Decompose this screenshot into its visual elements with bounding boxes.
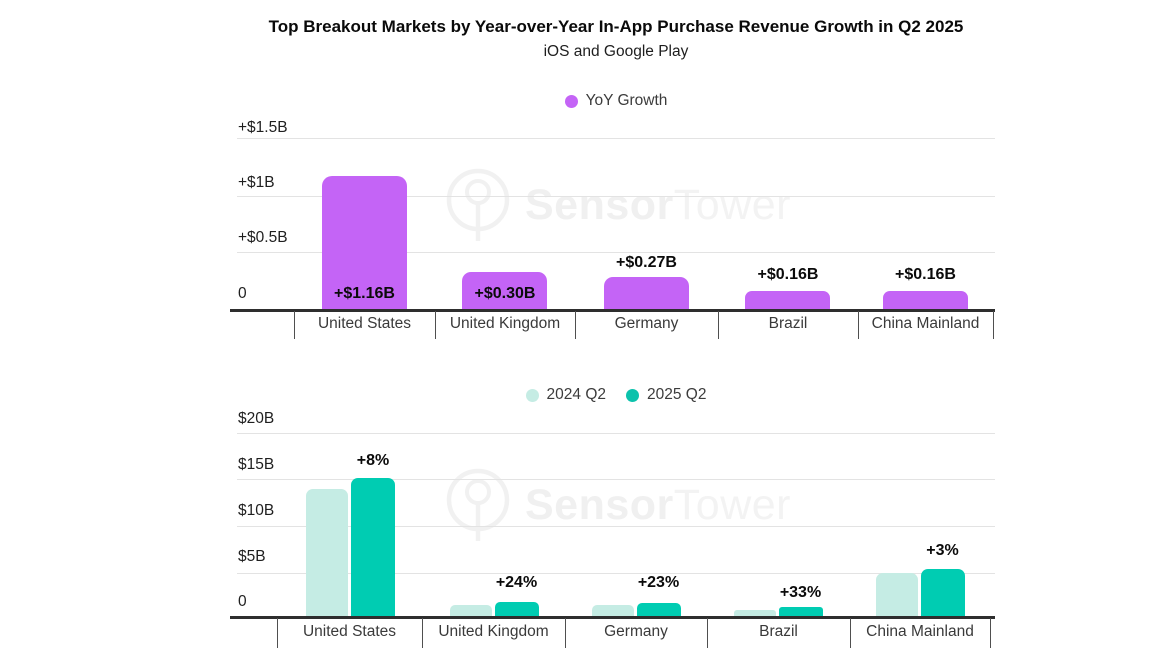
category-label: United States xyxy=(317,315,412,332)
pct-label-brazil: +33% xyxy=(779,584,822,601)
watermark-top: SensorTower xyxy=(443,168,791,241)
category-label: United Kingdom xyxy=(438,623,549,640)
category-label: China Mainland xyxy=(871,315,980,332)
axis-tick xyxy=(575,311,576,339)
chart1-legend: YoY Growth xyxy=(237,92,995,110)
value-label-united-states: +$1.16B xyxy=(334,285,395,302)
axis-tick xyxy=(277,618,278,648)
axis-tick xyxy=(435,311,436,339)
legend-label: 2025 Q2 xyxy=(647,386,707,403)
y-tick-label: +$1B xyxy=(238,174,275,191)
bar-yoy-china-mainland xyxy=(883,291,968,309)
category-label: Brazil xyxy=(768,315,808,332)
bar-2025-brazil xyxy=(779,607,823,616)
y-tick-label: +$0.5B xyxy=(238,229,288,246)
bar-2025-china-mainland xyxy=(921,569,965,616)
legend-dot-icon xyxy=(626,388,639,402)
axis-tick xyxy=(990,618,991,648)
pct-label-united-kingdom: +24% xyxy=(495,574,538,591)
bar-yoy-brazil xyxy=(745,291,830,309)
y-tick-label: $10B xyxy=(238,502,275,519)
category-label: United Kingdom xyxy=(449,315,561,332)
y-tick-label: $15B xyxy=(238,456,275,473)
bar-2024-brazil xyxy=(734,610,776,616)
legend-item-2024-q2: 2024 Q2 xyxy=(525,386,606,404)
watermark-brand-light: Tower xyxy=(673,180,791,229)
value-label-germany: +$0.27B xyxy=(616,254,677,271)
sensor-tower-logo-icon xyxy=(446,168,510,241)
gridline-15b xyxy=(237,479,995,480)
category-label: Germany xyxy=(604,623,668,640)
watermark-brand-light: Tower xyxy=(673,480,791,529)
axis-tick xyxy=(718,311,719,339)
gridline-5b xyxy=(237,573,995,574)
pct-label-china-mainland: +3% xyxy=(926,542,959,559)
axis-tick xyxy=(422,618,423,648)
bar-2024-germany xyxy=(592,605,634,616)
bar-2025-united-kingdom xyxy=(495,602,539,616)
category-label: Germany xyxy=(614,315,679,332)
category-label: United States xyxy=(302,623,397,640)
x-axis-line xyxy=(230,309,995,312)
watermark-brand-bold: Sensor xyxy=(525,180,674,229)
bar-2025-united-states xyxy=(351,478,395,616)
axis-tick xyxy=(993,311,994,339)
bar-yoy-germany xyxy=(604,277,689,309)
gridline-1b xyxy=(237,196,995,197)
bar-yoy-united-kingdom xyxy=(462,272,547,309)
value-label-china-mainland: +$0.16B xyxy=(895,266,956,283)
sensor-tower-logo-icon xyxy=(446,468,510,541)
y-tick-label: 0 xyxy=(238,593,247,610)
watermark-brand-bold: Sensor xyxy=(525,480,674,529)
watermark-bottom: SensorTower xyxy=(443,468,791,541)
axis-tick xyxy=(707,618,708,648)
y-tick-label: +$1.5B xyxy=(238,119,288,136)
category-label: China Mainland xyxy=(866,623,974,640)
value-label-brazil: +$0.16B xyxy=(757,266,819,283)
gridline-10b xyxy=(237,526,995,527)
axis-tick xyxy=(565,618,566,648)
page-subtitle: iOS and Google Play xyxy=(543,43,689,60)
subheader: iOS and Google Play xyxy=(237,43,995,61)
bar-2024-united-kingdom xyxy=(450,605,492,616)
legend-label: 2024 Q2 xyxy=(546,386,606,403)
bar-2025-germany xyxy=(637,603,681,616)
watermark-text: SensorTower xyxy=(525,481,791,530)
category-label: Brazil xyxy=(759,623,798,640)
y-tick-label: 0 xyxy=(238,285,247,302)
gridline-0-5b xyxy=(237,252,995,253)
gridline-1-5b xyxy=(237,138,995,139)
legend-item-yoy-growth: YoY Growth xyxy=(564,92,668,110)
axis-tick xyxy=(294,311,295,339)
legend-item-2025-q2: 2025 Q2 xyxy=(626,386,706,404)
legend-dot-icon xyxy=(525,388,539,402)
bar-yoy-united-states xyxy=(322,176,407,309)
chart2-legend: 2024 Q2 2025 Q2 xyxy=(237,386,995,404)
bar-2024-united-states xyxy=(306,489,348,616)
header: Top Breakout Markets by Year-over-Year I… xyxy=(237,17,995,37)
bar-2024-china-mainland xyxy=(876,573,918,616)
page-title: Top Breakout Markets by Year-over-Year I… xyxy=(268,17,964,36)
legend-label: YoY Growth xyxy=(585,92,668,109)
pct-label-united-states: +8% xyxy=(356,452,390,469)
x-axis-line xyxy=(230,616,995,619)
legend-dot-icon xyxy=(564,94,578,108)
y-tick-label: $20B xyxy=(238,410,275,427)
pct-label-germany: +23% xyxy=(637,574,680,591)
watermark-text: SensorTower xyxy=(525,181,791,230)
gridline-20b xyxy=(237,433,995,434)
axis-tick xyxy=(858,311,859,339)
value-label-united-kingdom: +$0.30B xyxy=(474,285,536,302)
axis-tick xyxy=(850,618,851,648)
y-tick-label: $5B xyxy=(238,548,266,565)
